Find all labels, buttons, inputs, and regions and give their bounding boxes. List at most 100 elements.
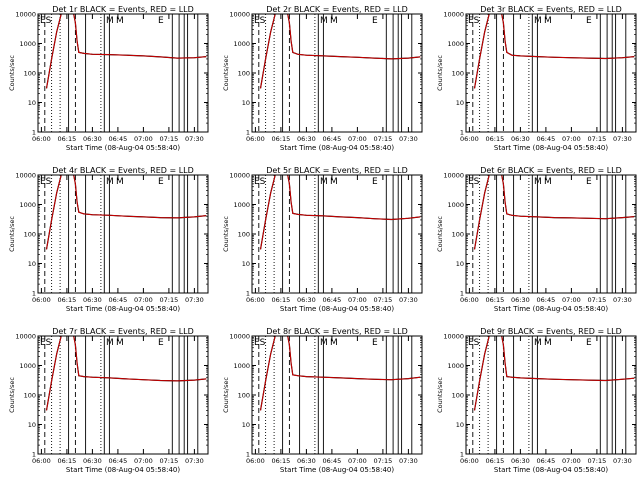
y-tick-label: 1 <box>32 129 36 137</box>
marker-label: M <box>320 16 328 26</box>
x-tick-label: 06:30 <box>83 135 102 143</box>
reference-lines <box>44 175 199 293</box>
lld-series-line <box>474 175 635 250</box>
lld-series-line <box>46 336 207 411</box>
marker-label: E <box>372 16 378 26</box>
y-tick-label: 10000 <box>443 333 464 341</box>
y-tick-label: 100 <box>238 392 250 400</box>
x-tick-label: 06:15 <box>58 457 77 465</box>
x-tick-label: 06:45 <box>109 135 128 143</box>
x-axis-label: Start Time (08-Aug-04 05:58:40) <box>280 305 394 313</box>
marker-label: E <box>586 16 592 26</box>
panel-title: Det 9r BLACK = Events, RED = LLD <box>480 327 622 336</box>
y-tick-label: 1000 <box>233 201 250 209</box>
x-tick-label: 06:30 <box>297 135 316 143</box>
y-tick-label: 1 <box>246 290 250 298</box>
plot-frame <box>37 335 209 455</box>
reference-lines <box>258 14 413 132</box>
plot-frame <box>465 174 637 294</box>
x-tick-label: 06:30 <box>83 296 102 304</box>
x-tick-label: 07:15 <box>588 457 607 465</box>
y-tick-label: 10 <box>28 260 36 268</box>
detector-panel: Det 3r BLACK = Events, RED = LLD 1 10 100 10… <box>436 5 637 152</box>
x-tick-label: 07:30 <box>185 296 204 304</box>
y-tick-label: 100 <box>452 231 464 239</box>
x-tick-label: 06:15 <box>272 457 291 465</box>
y-tick-label: 10 <box>28 99 36 107</box>
y-tick-label: 10 <box>456 421 464 429</box>
x-axis-label: Start Time (08-Aug-04 05:58:40) <box>280 466 394 474</box>
plot-frame <box>465 13 637 133</box>
y-axis-label: Counts/sec <box>436 55 444 91</box>
x-tick-label: 07:30 <box>185 457 204 465</box>
lld-series-line <box>260 336 421 411</box>
x-tick-label: 06:45 <box>109 457 128 465</box>
plot-frame <box>251 174 423 294</box>
marker-label: M <box>544 338 552 348</box>
x-axis-label: Start Time (08-Aug-04 05:58:40) <box>66 144 180 152</box>
x-tick-label: 07:30 <box>613 296 632 304</box>
detector-panel: Det 5r BLACK = Events, RED = LLD 1 10 100 10… <box>222 166 423 313</box>
marker-label: M <box>106 177 114 187</box>
x-tick-label: 07:30 <box>399 135 418 143</box>
x-tick-label: 06:30 <box>297 296 316 304</box>
y-axis-label: Counts/sec <box>8 216 16 252</box>
x-tick-label: 06:30 <box>511 457 530 465</box>
y-tick-label: 100 <box>238 231 250 239</box>
panel-title: Det 8r BLACK = Events, RED = LLD <box>266 327 408 336</box>
x-tick-label: 06:30 <box>511 296 530 304</box>
x-tick-label: 07:00 <box>134 296 153 304</box>
y-tick-label: 10 <box>242 260 250 268</box>
x-tick-label: 06:00 <box>460 457 479 465</box>
marker-label: M <box>544 177 552 187</box>
marker-label: M <box>544 16 552 26</box>
y-tick-label: 10 <box>242 421 250 429</box>
y-tick-label: 10000 <box>443 172 464 180</box>
reference-lines <box>44 14 199 132</box>
lld-series-line <box>46 175 207 250</box>
lld-series-line <box>474 336 635 411</box>
y-tick-label: 10000 <box>15 333 36 341</box>
marker-label: M <box>320 338 328 348</box>
y-axis-label: Counts/sec <box>222 55 230 91</box>
y-tick-label: 1000 <box>447 362 464 370</box>
detector-panel: Det 7r BLACK = Events, RED = LLD 1 10 100 10… <box>8 327 209 474</box>
panel-title: Det 4r BLACK = Events, RED = LLD <box>52 166 194 175</box>
x-tick-label: 06:00 <box>246 296 265 304</box>
x-tick-label: 06:45 <box>537 135 556 143</box>
plot-frame <box>37 13 209 133</box>
reference-lines <box>472 175 627 293</box>
y-tick-label: 100 <box>238 70 250 78</box>
marker-label: M <box>330 177 338 187</box>
y-tick-label: 1000 <box>233 40 250 48</box>
x-axis-label: Start Time (08-Aug-04 05:58:40) <box>494 466 608 474</box>
y-tick-label: 10000 <box>229 172 250 180</box>
x-axis-label: Start Time (08-Aug-04 05:58:40) <box>494 144 608 152</box>
y-tick-label: 10 <box>456 99 464 107</box>
x-tick-label: 06:00 <box>246 457 265 465</box>
x-tick-label: 07:30 <box>613 457 632 465</box>
marker-label: E <box>586 338 592 348</box>
y-tick-label: 100 <box>452 392 464 400</box>
x-tick-label: 06:15 <box>486 457 505 465</box>
x-tick-label: 06:00 <box>32 457 51 465</box>
detector-panel: Det 8r BLACK = Events, RED = LLD 1 10 100 10… <box>222 327 423 474</box>
x-tick-label: 07:15 <box>588 135 607 143</box>
marker-label: E <box>372 177 378 187</box>
x-tick-label: 07:30 <box>399 296 418 304</box>
x-tick-label: 06:00 <box>460 135 479 143</box>
x-tick-label: 07:00 <box>348 457 367 465</box>
detector-panel: Det 2r BLACK = Events, RED = LLD 1 10 100 10… <box>222 5 423 152</box>
y-axis-label: Counts/sec <box>222 377 230 413</box>
marker-label: M <box>320 177 328 187</box>
y-tick-label: 1 <box>32 451 36 459</box>
marker-label: ES <box>468 177 480 187</box>
y-axis-label: Counts/sec <box>8 377 16 413</box>
x-tick-label: 06:15 <box>272 296 291 304</box>
x-tick-label: 06:15 <box>272 135 291 143</box>
reference-lines <box>44 336 199 454</box>
y-tick-label: 1 <box>246 129 250 137</box>
x-tick-label: 07:15 <box>374 135 393 143</box>
x-tick-label: 06:15 <box>486 296 505 304</box>
marker-label: E <box>158 338 164 348</box>
